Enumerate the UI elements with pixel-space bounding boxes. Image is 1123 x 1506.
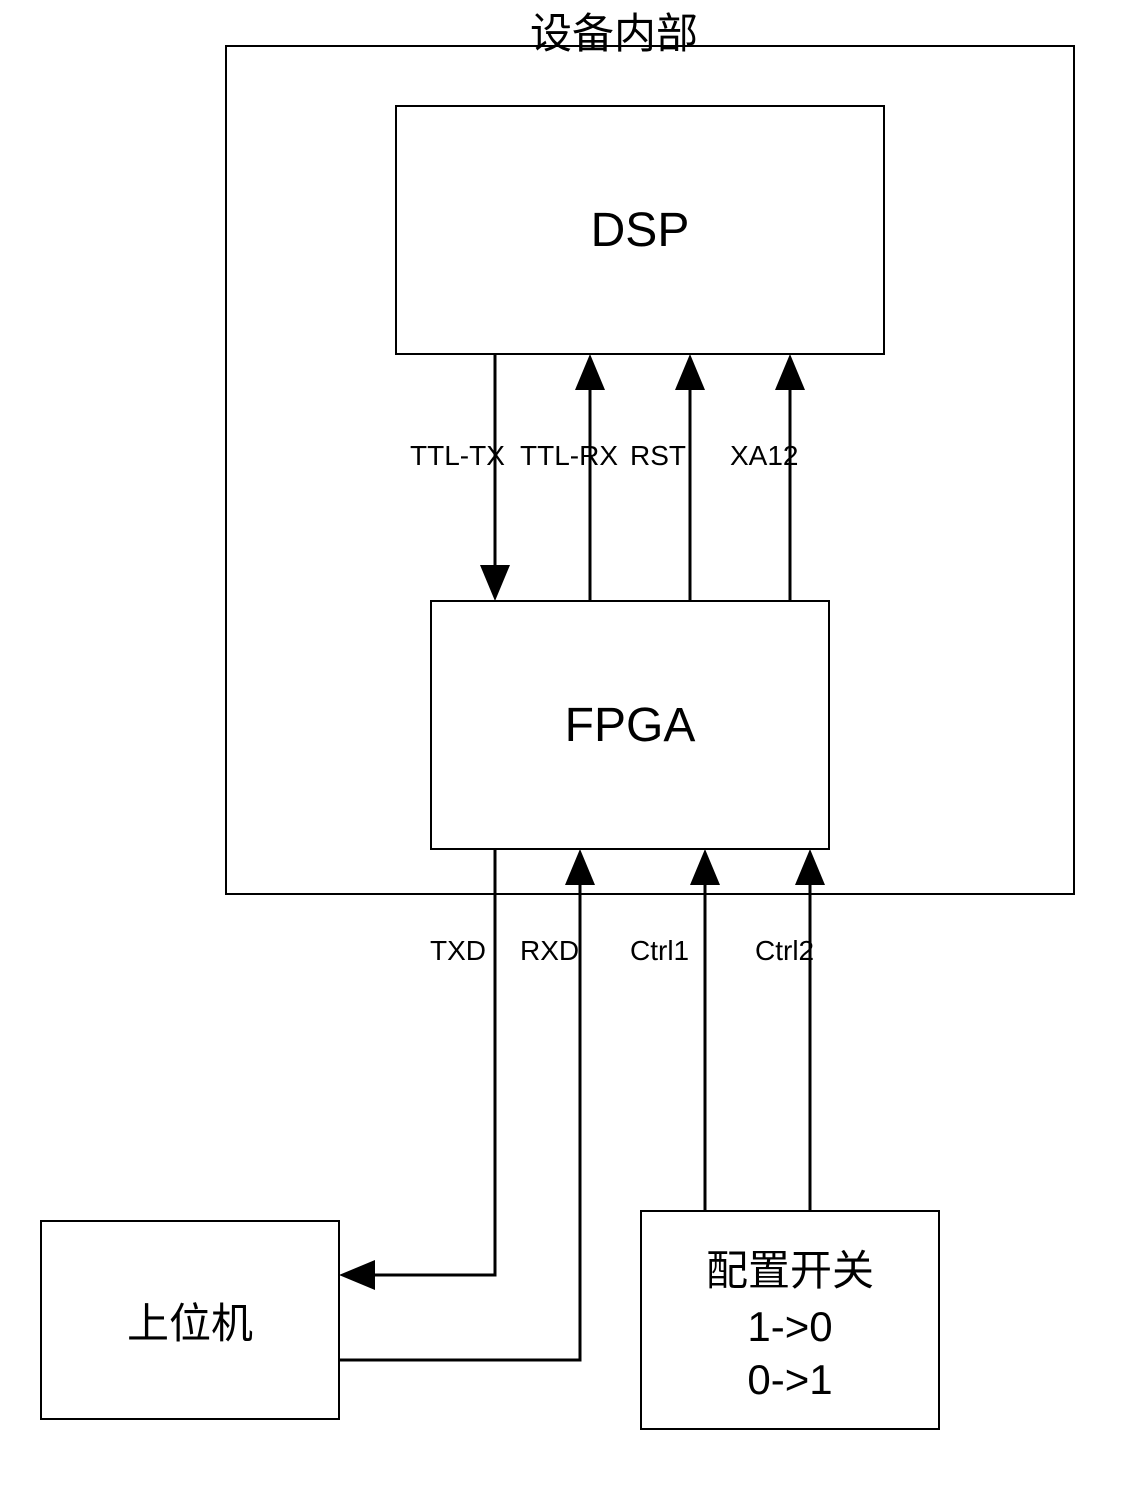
arrows-svg bbox=[0, 0, 1123, 1506]
arrow-txd bbox=[345, 850, 495, 1275]
label-txd: TXD bbox=[430, 935, 486, 967]
label-ttl-rx: TTL-RX bbox=[520, 440, 618, 472]
label-xa12: XA12 bbox=[730, 440, 799, 472]
label-rxd: RXD bbox=[520, 935, 579, 967]
label-rst: RST bbox=[630, 440, 686, 472]
arrow-rxd bbox=[340, 855, 580, 1360]
label-ctrl2: Ctrl2 bbox=[755, 935, 814, 967]
label-ctrl1: Ctrl1 bbox=[630, 935, 689, 967]
label-ttl-tx: TTL-TX bbox=[410, 440, 505, 472]
